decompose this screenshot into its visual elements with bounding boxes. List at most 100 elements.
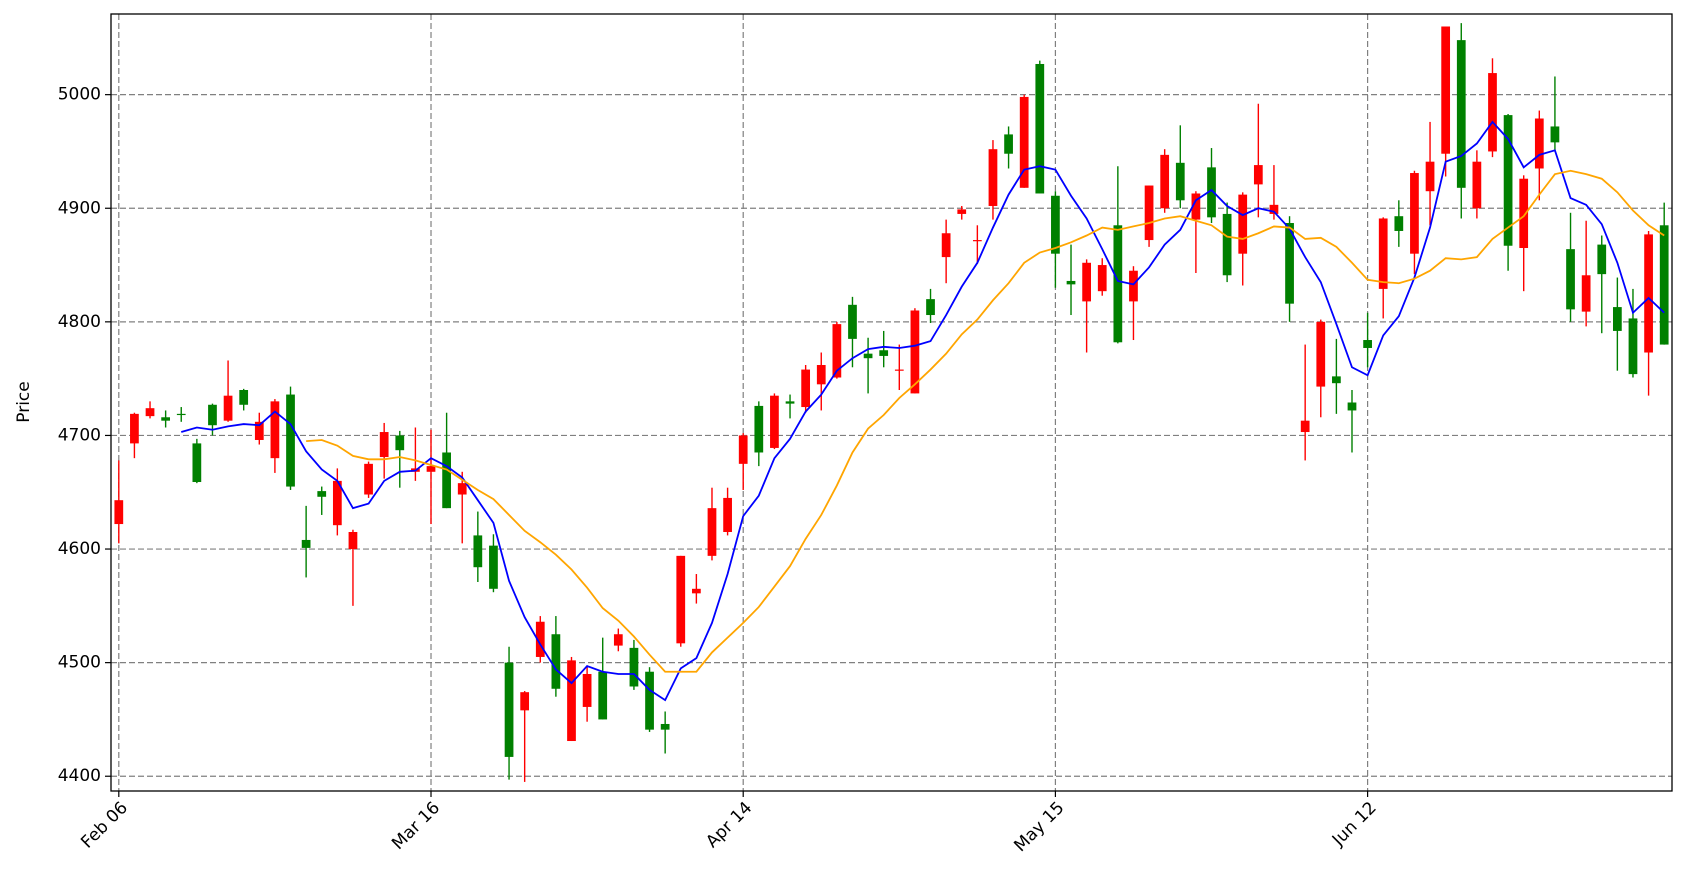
- candle-body: [130, 413, 139, 444]
- candle-body: [754, 405, 764, 453]
- candle-body: [770, 395, 779, 448]
- candle-body: [1534, 118, 1544, 169]
- candle-body: [567, 660, 576, 742]
- candle-body: [1051, 195, 1060, 254]
- candle-body: [1597, 244, 1607, 275]
- y-tick-label: 4600: [58, 539, 101, 559]
- candle-body: [270, 401, 280, 459]
- candle-body: [535, 621, 545, 657]
- candle-body: [239, 390, 249, 405]
- candle-body: [1347, 402, 1357, 411]
- candle-body: [1144, 185, 1154, 241]
- candle-body: [1581, 275, 1591, 312]
- candle-body: [816, 365, 826, 385]
- moving-average-line: [306, 169, 1665, 673]
- candle-body: [1488, 73, 1497, 152]
- candle-body: [801, 369, 811, 408]
- candle-body: [286, 394, 295, 487]
- candle-body: [988, 149, 998, 206]
- candle-body: [317, 491, 327, 497]
- candle-body: [1410, 173, 1419, 254]
- candle-body: [254, 421, 264, 440]
- candle-body: [192, 443, 202, 483]
- candle-body: [1097, 265, 1107, 292]
- candle-body: [1425, 161, 1435, 192]
- candle-body: [832, 324, 842, 378]
- candle-body: [676, 555, 686, 644]
- candle-body: [379, 432, 389, 458]
- candle-body: [301, 539, 311, 548]
- candle-body: [848, 304, 857, 339]
- candle-body: [473, 535, 483, 568]
- candle-body: [1113, 225, 1123, 343]
- candle-body: [926, 299, 935, 316]
- candle-body: [1472, 161, 1482, 209]
- plot-frame: [110, 13, 1673, 792]
- marks: [114, 23, 1669, 782]
- candle-body: [457, 483, 467, 495]
- candle-body: [223, 395, 233, 421]
- candle-body: [1456, 40, 1466, 188]
- candle-body: [1191, 193, 1201, 220]
- candle-body: [161, 417, 171, 421]
- candle-body: [1659, 225, 1669, 345]
- candle-body: [1628, 318, 1638, 375]
- candle-body: [957, 209, 967, 214]
- y-tick-label: 4900: [58, 198, 101, 218]
- candle-body: [629, 647, 639, 687]
- candle-body: [1175, 162, 1185, 201]
- y-tick-label: 4400: [58, 766, 101, 786]
- candle-body: [941, 233, 951, 258]
- candle-body: [645, 671, 654, 730]
- candle-body: [1004, 134, 1013, 154]
- candle-body: [1363, 340, 1372, 348]
- candle-body: [489, 545, 498, 589]
- candle-body: [1207, 167, 1216, 218]
- candle-body: [1222, 213, 1232, 276]
- candle-body: [395, 435, 405, 451]
- candle-body: [707, 508, 717, 556]
- y-tick-label: 5000: [58, 85, 101, 105]
- candle-body: [1316, 321, 1326, 387]
- candle-body: [692, 588, 701, 594]
- candle-body: [723, 497, 732, 532]
- candle-body: [1253, 165, 1263, 185]
- candle-body: [1035, 63, 1045, 194]
- candle-body: [504, 662, 514, 757]
- y-tick-label: 4800: [58, 312, 101, 332]
- candle-body: [520, 692, 530, 711]
- candle-body: [1332, 376, 1341, 384]
- candle-body: [1394, 216, 1404, 231]
- y-axis-label: Price: [14, 381, 34, 422]
- candle-body: [1269, 204, 1279, 214]
- candle-body: [879, 350, 889, 356]
- candle-body: [1612, 307, 1622, 331]
- candle-body: [1441, 26, 1451, 154]
- candle-body: [863, 353, 873, 359]
- candle-body: [1503, 115, 1513, 246]
- candle-body: [364, 463, 373, 495]
- candle-body: [598, 671, 608, 720]
- candle-body: [442, 452, 451, 509]
- candle-body: [1550, 126, 1560, 143]
- y-tick-label: 4500: [58, 653, 101, 673]
- y-tick-label: 4700: [58, 425, 101, 445]
- candle-body: [332, 480, 342, 526]
- candle-body: [348, 532, 358, 550]
- candle-body: [613, 634, 623, 646]
- candle-body: [1300, 420, 1310, 433]
- candle-body: [894, 369, 904, 371]
- candle-body: [582, 673, 592, 707]
- candle-body: [176, 413, 186, 416]
- candle-body: [1129, 270, 1138, 302]
- candle-body: [114, 500, 124, 525]
- candle-body: [1066, 280, 1076, 285]
- candle-body: [1238, 194, 1248, 254]
- candle-body: [738, 435, 748, 464]
- candle-body: [1285, 223, 1294, 304]
- candle-body: [1566, 249, 1575, 310]
- candle-body: [910, 310, 920, 394]
- candle-body: [1160, 154, 1170, 209]
